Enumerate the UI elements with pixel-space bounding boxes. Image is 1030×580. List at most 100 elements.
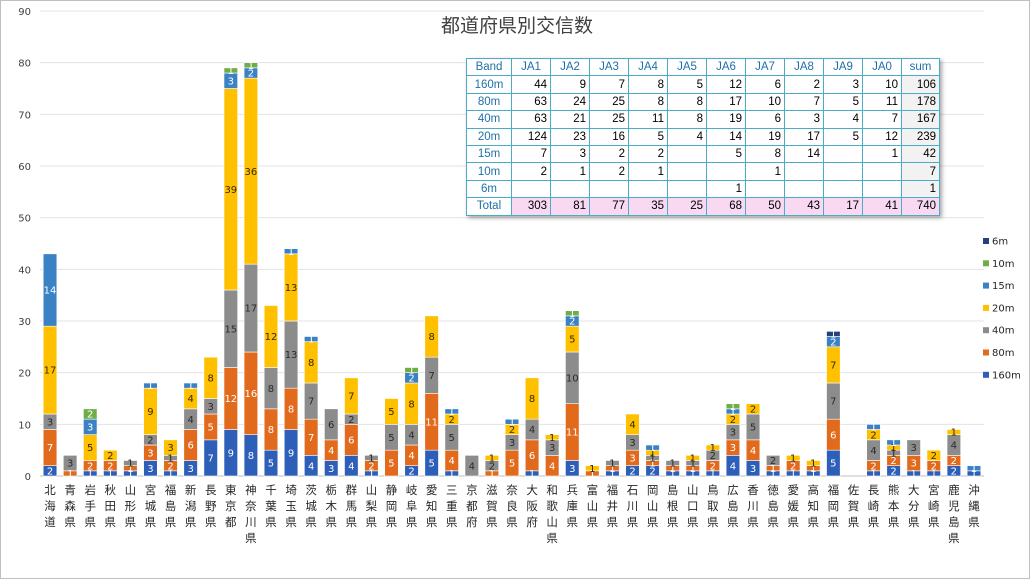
- data-label: 1: [368, 454, 374, 465]
- bar-segment-20m: [263, 305, 279, 368]
- data-label: 1: [248, 61, 254, 72]
- data-label: 8: [268, 384, 274, 395]
- data-label: 1: [971, 464, 977, 475]
- bar-segment-15m: [304, 336, 319, 342]
- bar-segment-20m: [585, 465, 600, 472]
- y-tick-label: 50: [18, 214, 31, 225]
- category-label: 愛知県: [426, 483, 438, 529]
- data-label: 5: [509, 459, 515, 470]
- data-label: 1: [770, 469, 776, 480]
- data-label: 4: [549, 461, 555, 472]
- data-label: 4: [328, 446, 334, 457]
- data-label: 4: [469, 461, 475, 472]
- data-label: 3: [228, 76, 234, 87]
- data-label: 1: [308, 335, 314, 346]
- table-row-label: Total: [466, 197, 512, 216]
- legend-label: 10m: [992, 259, 1014, 270]
- data-label: 1: [649, 448, 655, 459]
- table-header-cell: JA3: [589, 57, 629, 77]
- data-label: 4: [449, 456, 455, 467]
- y-tick-label: 30: [18, 317, 31, 328]
- data-label: 2: [569, 317, 575, 328]
- table-cell: [667, 144, 707, 164]
- bar-segment-15m: [42, 253, 58, 327]
- data-label: 1: [127, 464, 133, 475]
- category-label: 大分県: [908, 483, 920, 529]
- table-header-cell: sum: [901, 57, 940, 77]
- category-label: 青森県: [64, 483, 76, 529]
- category-label: 山形県: [125, 483, 137, 529]
- data-label: 4: [308, 461, 314, 472]
- bar-segment-20m: [786, 455, 801, 461]
- data-label: 1: [649, 443, 655, 454]
- data-label: 2: [649, 466, 655, 477]
- table-cell: [823, 162, 863, 181]
- data-label: 1: [368, 469, 374, 480]
- bar-segment-6m: [826, 331, 841, 337]
- data-label: 1: [710, 443, 716, 454]
- table-cell: 8: [628, 92, 668, 112]
- data-label: 2: [408, 373, 414, 384]
- data-label: 4: [187, 394, 193, 405]
- table-cell: 7: [589, 75, 629, 94]
- data-label: 2: [750, 404, 756, 415]
- data-label: 9: [147, 407, 153, 418]
- table-row: 80m 63 24 25 8 8 17 10 7 5 11 178: [466, 92, 940, 112]
- category-label: 三重県: [446, 483, 458, 529]
- data-label: 8: [428, 332, 434, 343]
- table-header-row: Band JA1 JA2 JA3 JA4 JA5 JA6 JA7 JA8 JA9 JA0 sum: [466, 57, 940, 77]
- bar-segment-10m: [565, 310, 580, 317]
- category-label: 山口県: [687, 483, 699, 529]
- bar-segment-10m: [725, 403, 741, 410]
- bar-segment-15m: [645, 444, 660, 451]
- data-label: 4: [870, 446, 876, 457]
- table-cell: 106: [901, 75, 940, 94]
- data-label: 1: [890, 448, 896, 459]
- data-label: 16: [245, 389, 258, 400]
- table-cell: [862, 162, 902, 181]
- table-cell: 2: [589, 144, 629, 164]
- data-label: 13: [285, 283, 298, 294]
- legend-label: 160m: [992, 370, 1021, 381]
- bar-segment-10m: [404, 367, 419, 373]
- data-label: 1: [870, 423, 876, 434]
- data-label: 1: [830, 330, 836, 341]
- data-label: 1: [449, 407, 455, 418]
- category-label: 長野県: [205, 483, 217, 529]
- table-cell: [784, 162, 824, 181]
- table-row-label: 15m: [466, 144, 512, 164]
- table-cell: 14: [706, 127, 746, 146]
- data-label: 8: [208, 373, 214, 384]
- data-label: 3: [147, 448, 153, 459]
- table-cell: [706, 162, 746, 181]
- data-label: 1: [127, 459, 133, 470]
- data-label: 12: [265, 332, 278, 343]
- table-cell: 167: [901, 110, 940, 129]
- data-label: 1: [87, 469, 93, 480]
- data-label: 4: [730, 461, 736, 472]
- bar-segment-15m: [886, 439, 901, 446]
- data-label: 5: [750, 423, 756, 434]
- data-label: 2: [710, 451, 716, 462]
- data-label: 10: [566, 373, 579, 384]
- bar-segment-15m: [143, 382, 158, 389]
- data-label: 1: [489, 469, 495, 480]
- table-cell: 11: [628, 110, 668, 129]
- table-header-cell: Band: [466, 57, 512, 77]
- data-label: 4: [629, 420, 635, 431]
- y-tick-label: 10: [18, 420, 31, 431]
- data-label: 1: [187, 381, 193, 392]
- data-label: 11: [566, 428, 579, 439]
- table-row: Total 303 81 77 35 25 68 50 43 17 41 740: [466, 197, 940, 216]
- data-label: 1: [147, 381, 153, 392]
- data-label: 1: [107, 469, 113, 480]
- category-label: 和歌山県: [546, 483, 558, 545]
- bar-segment-40m: [665, 460, 680, 466]
- data-label: 2: [147, 435, 153, 446]
- table-cell: 1: [550, 162, 590, 181]
- table-cell: 1: [628, 162, 668, 181]
- table-row-label: 10m: [466, 162, 512, 181]
- data-label: 7: [308, 397, 314, 408]
- data-label: 2: [790, 461, 796, 472]
- data-label: 2: [47, 466, 53, 477]
